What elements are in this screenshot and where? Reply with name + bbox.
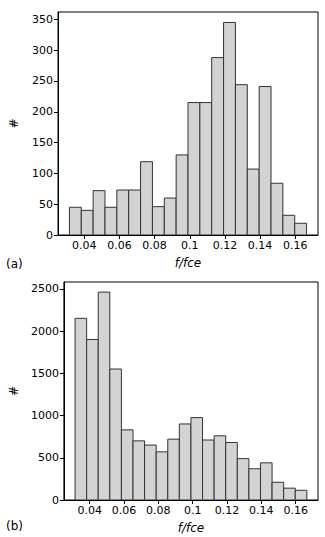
- svg-text:0.12: 0.12: [213, 239, 238, 252]
- svg-text:250: 250: [32, 74, 53, 87]
- svg-text:#: #: [7, 386, 21, 396]
- svg-text:300: 300: [32, 44, 53, 57]
- svg-text:50: 50: [39, 198, 53, 211]
- svg-text:500: 500: [38, 451, 59, 464]
- svg-text:1000: 1000: [31, 409, 59, 422]
- svg-text:#: #: [7, 118, 21, 128]
- svg-text:f/fce: f/fce: [175, 256, 201, 270]
- svg-text:0.16: 0.16: [283, 239, 308, 252]
- svg-text:350: 350: [32, 13, 53, 26]
- svg-text:200: 200: [32, 105, 53, 118]
- svg-text:0.04: 0.04: [77, 504, 102, 517]
- svg-text:0: 0: [52, 494, 59, 507]
- svg-text:0.06: 0.06: [107, 239, 132, 252]
- svg-text:0.06: 0.06: [112, 504, 136, 517]
- svg-text:2000: 2000: [31, 325, 59, 338]
- svg-text:0: 0: [46, 229, 53, 242]
- svg-text:0.1: 0.1: [181, 239, 199, 252]
- svg-text:0.1: 0.1: [184, 504, 202, 517]
- svg-text:150: 150: [32, 136, 53, 149]
- svg-text:0.04: 0.04: [72, 239, 97, 252]
- svg-text:2500: 2500: [31, 282, 59, 295]
- svg-text:1500: 1500: [31, 367, 59, 380]
- svg-text:0.08: 0.08: [142, 239, 167, 252]
- svg-text:0.08: 0.08: [146, 504, 171, 517]
- svg-text:100: 100: [32, 167, 53, 180]
- svg-text:0.14: 0.14: [248, 239, 273, 252]
- svg-text:f/fce: f/fce: [178, 521, 204, 535]
- svg-text:0.12: 0.12: [215, 504, 240, 517]
- svg-text:(b): (b): [6, 519, 23, 533]
- svg-text:(a): (a): [6, 257, 23, 271]
- svg-text:0.16: 0.16: [283, 504, 308, 517]
- svg-text:0.14: 0.14: [249, 504, 274, 517]
